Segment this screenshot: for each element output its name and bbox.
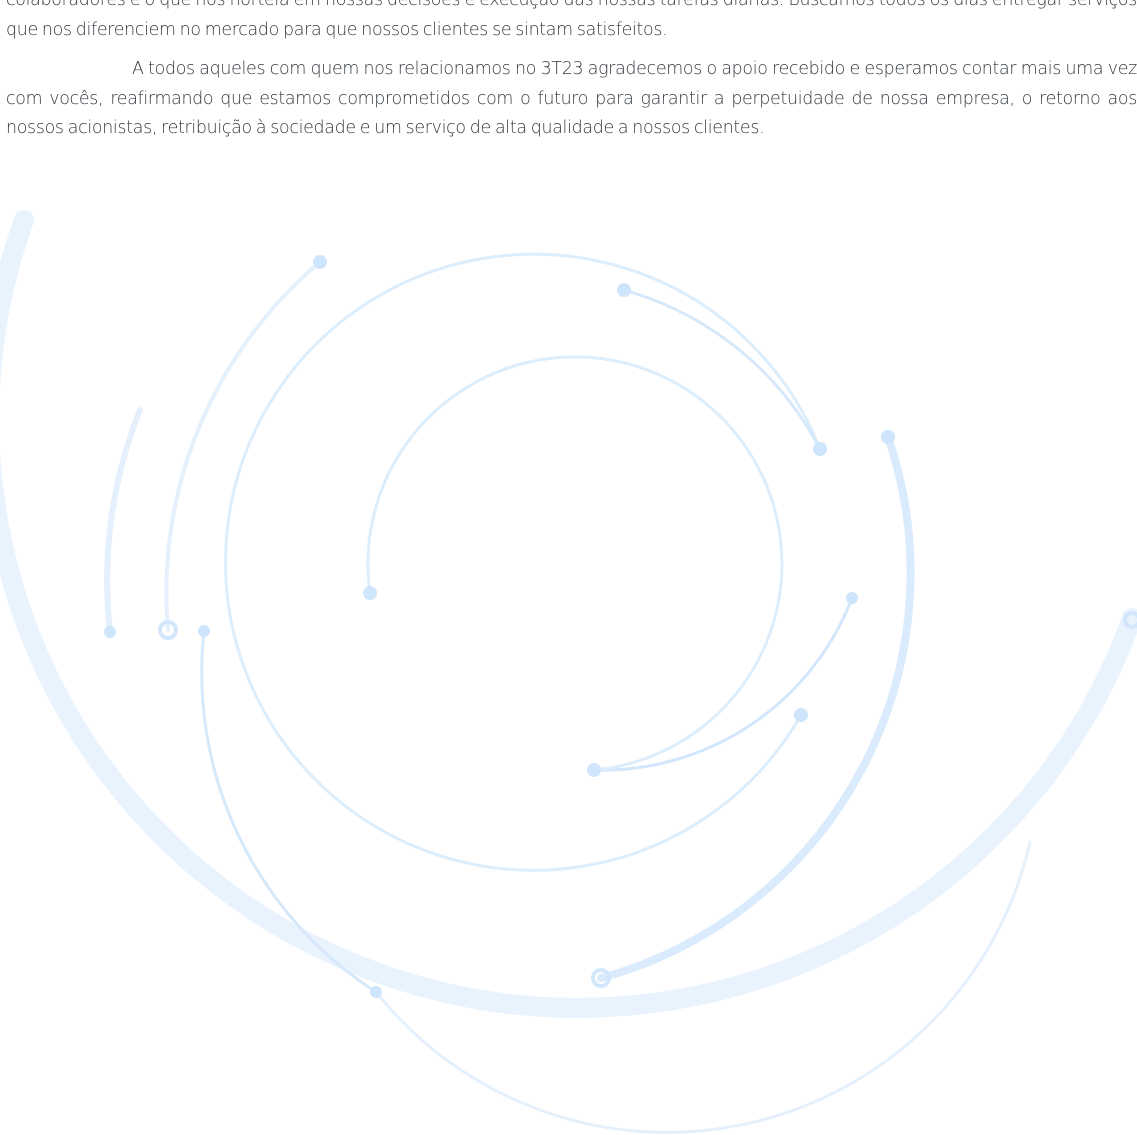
paragraph-acknowledgements: A todos aqueles com quem nos relacionamo…: [6, 59, 1137, 138]
paragraph-commitment: colaboradores e o que nos norteia em nos…: [6, 0, 1137, 40]
document-body: colaboradores e o que nos norteia em nos…: [6, 0, 1137, 144]
